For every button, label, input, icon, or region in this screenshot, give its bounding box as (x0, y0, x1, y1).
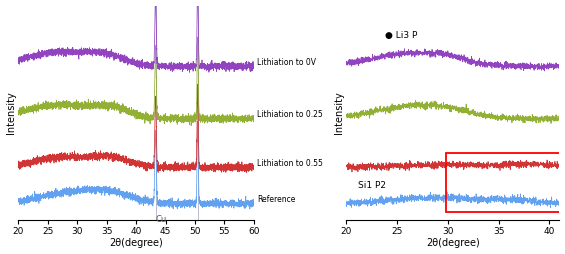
Y-axis label: Intensity: Intensity (6, 91, 16, 134)
Text: ● Li3 P: ● Li3 P (385, 31, 417, 40)
Bar (446, 153, 560, 212)
Text: Si1 P2: Si1 P2 (358, 181, 386, 190)
Text: Lithiation to 0.55: Lithiation to 0.55 (257, 159, 323, 168)
X-axis label: 2θ(degree): 2θ(degree) (426, 239, 480, 248)
X-axis label: 2θ(degree): 2θ(degree) (109, 239, 163, 248)
Text: Lithiation to 0V: Lithiation to 0V (257, 58, 316, 67)
Text: Reference: Reference (257, 195, 295, 204)
Text: Cu: Cu (155, 215, 167, 224)
Text: Lithiation to 0.25: Lithiation to 0.25 (257, 110, 323, 119)
Y-axis label: Intensity: Intensity (333, 91, 344, 134)
